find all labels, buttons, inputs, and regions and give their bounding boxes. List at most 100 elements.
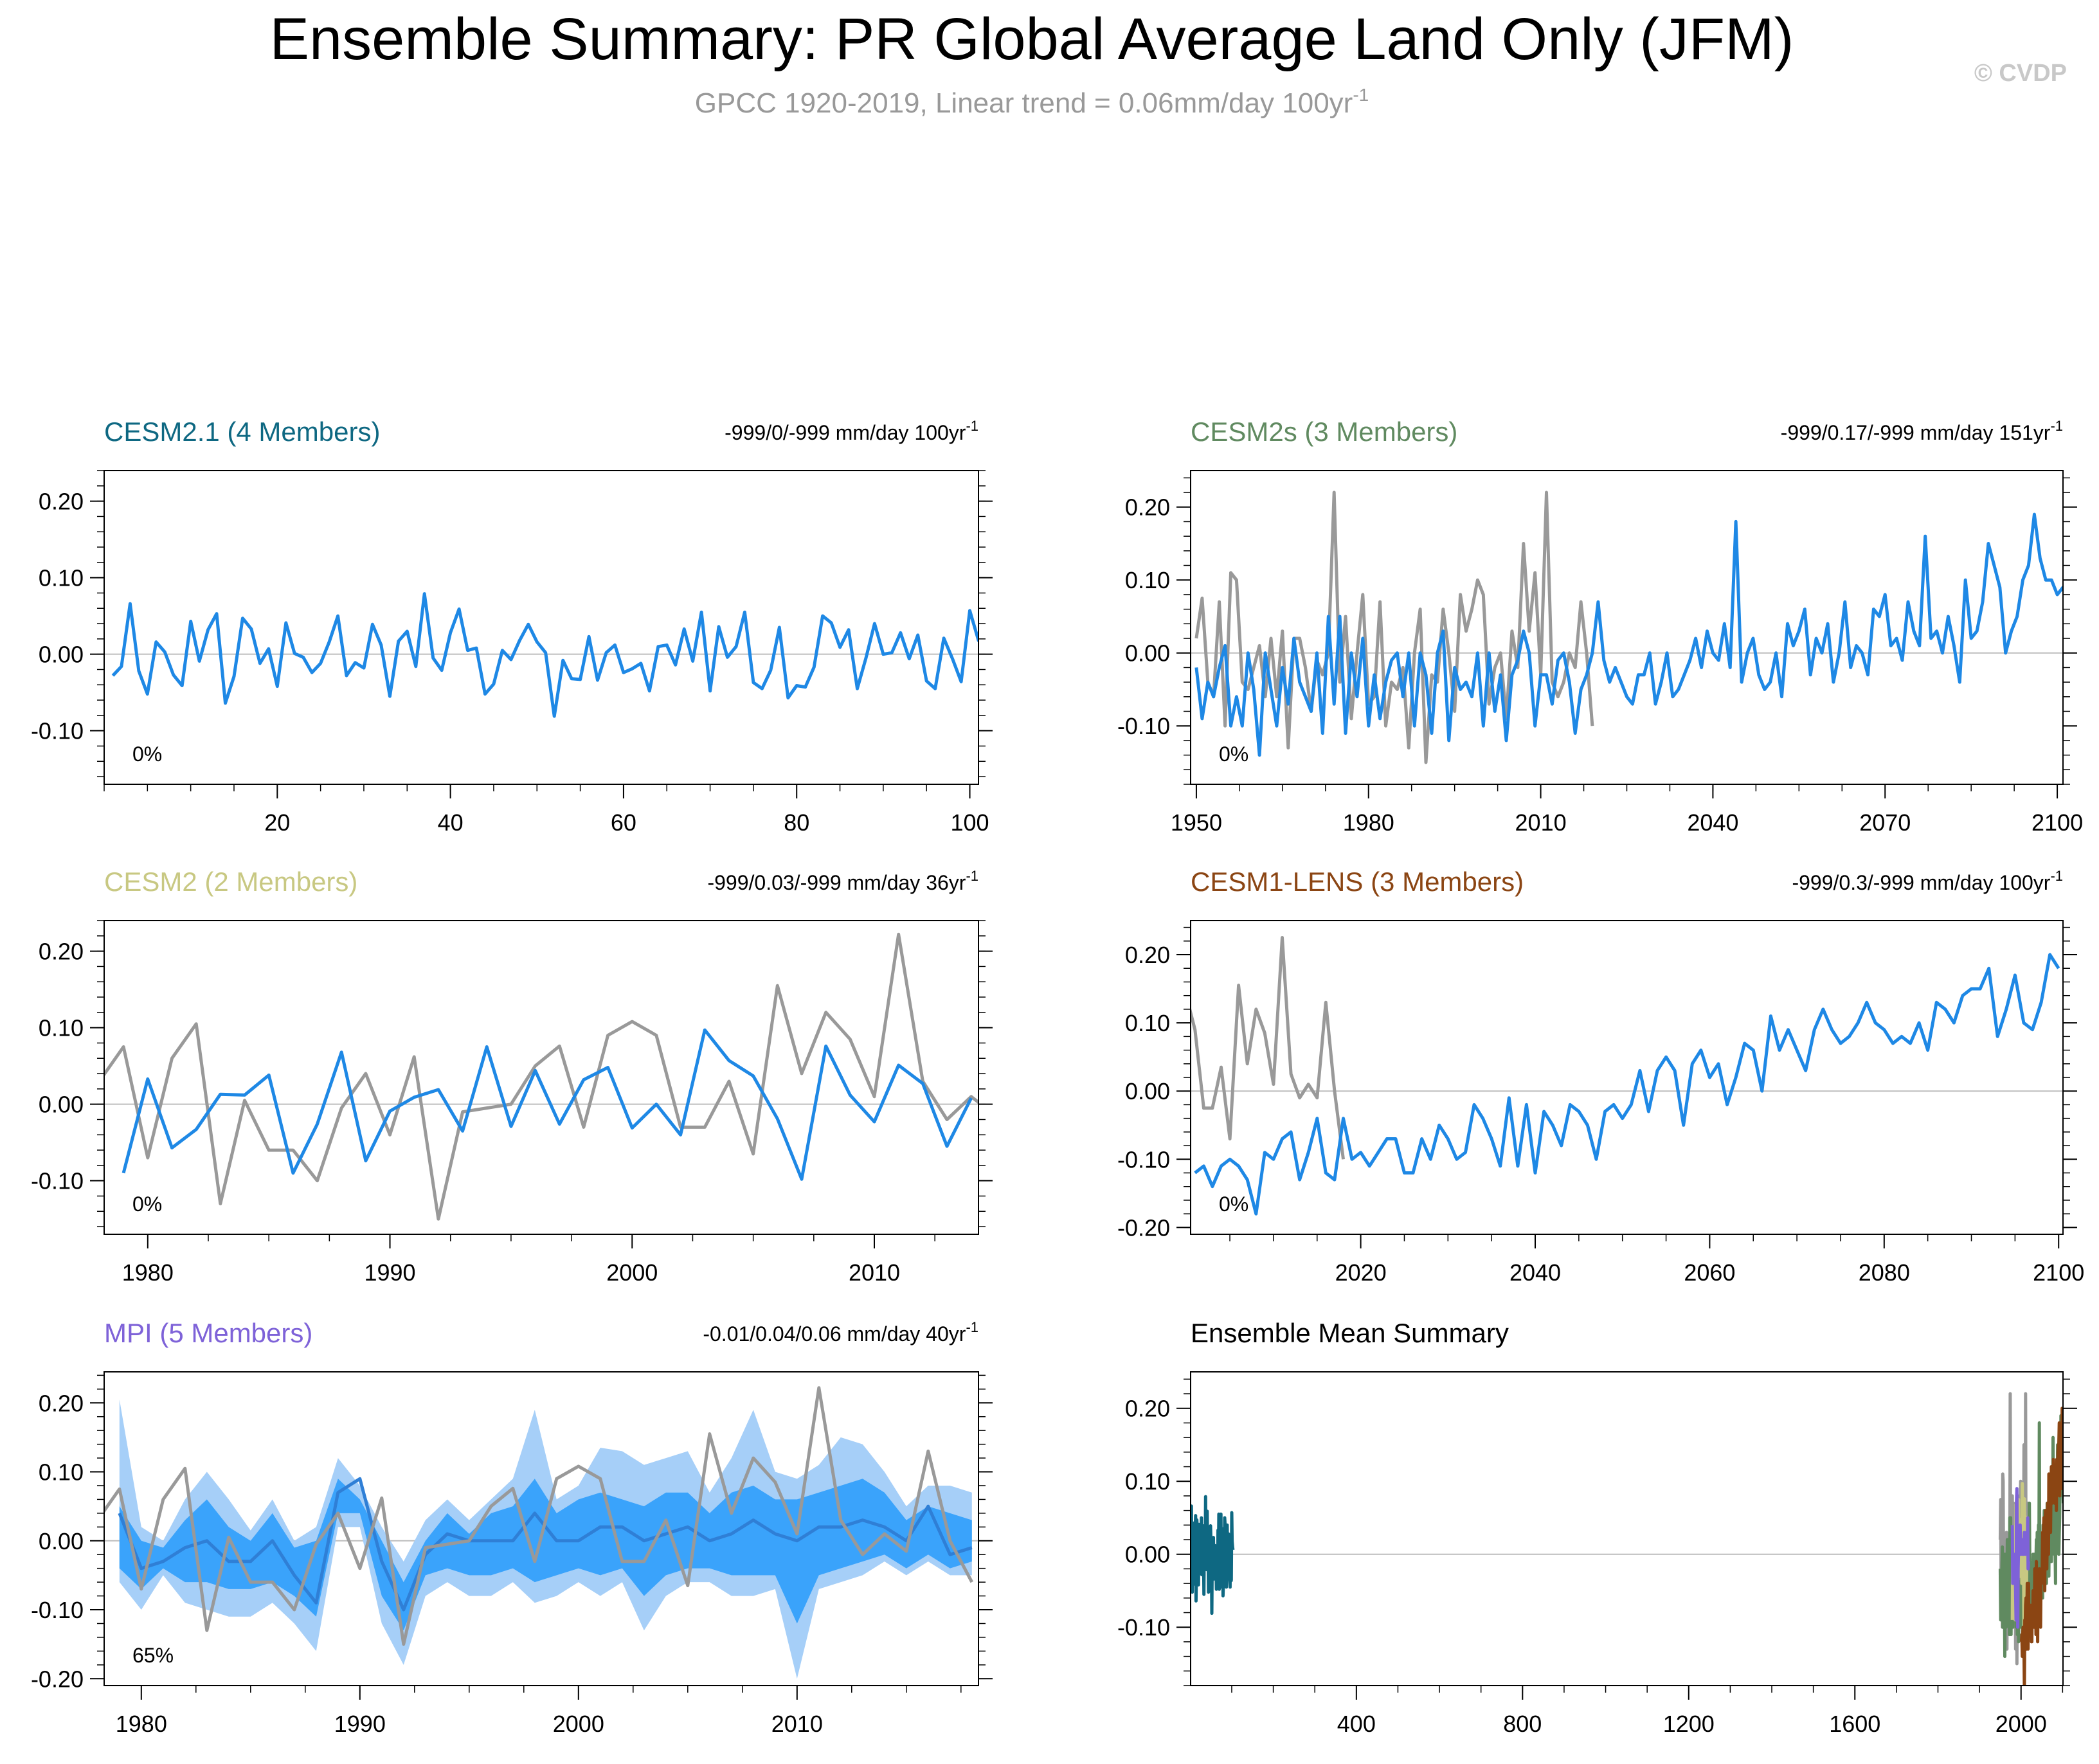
y-tick-label: 0.20 bbox=[1125, 494, 1170, 521]
y-tick-label: 0.10 bbox=[39, 1459, 84, 1486]
plot-area bbox=[1194, 491, 2063, 764]
percent-label: 0% bbox=[1219, 742, 1248, 766]
trend-text: -999/0.03/-999 mm/day 36yr bbox=[707, 871, 966, 894]
percent-label: 65% bbox=[132, 1644, 174, 1667]
panel-title: MPI (5 Members) bbox=[104, 1318, 312, 1348]
x-tick-label: 2100 bbox=[2033, 1259, 2084, 1286]
panel-title: CESM2s (3 Members) bbox=[1191, 417, 1457, 447]
y-tick-label: -0.10 bbox=[31, 718, 84, 744]
x-tick-label: 1990 bbox=[334, 1711, 386, 1737]
trend-label: -0.01/0.04/0.06 mm/day 40yr-1 bbox=[703, 1319, 978, 1346]
trend-text: -999/0.17/-999 mm/day 151yr bbox=[1781, 421, 2051, 444]
observation-line bbox=[104, 1386, 974, 1646]
x-tick-label: 2080 bbox=[1859, 1259, 1910, 1286]
y-tick-label: -0.10 bbox=[1117, 1146, 1170, 1173]
subtitle-superscript: -1 bbox=[1353, 85, 1369, 105]
page-subtitle: GPCC 1920-2019, Linear trend = 0.06mm/da… bbox=[695, 85, 1369, 119]
plot-area bbox=[104, 932, 978, 1221]
y-tick-label: 0.00 bbox=[39, 642, 84, 668]
trend-superscript: -1 bbox=[2050, 418, 2063, 434]
x-tick-label: 400 bbox=[1337, 1711, 1376, 1737]
chart-cesm2: CESM2 (2 Members) -999/0.03/-999 mm/day 3… bbox=[31, 867, 993, 1286]
panels: CESM2.1 (4 Members) -999/0/-999 mm/day 10… bbox=[31, 417, 2084, 1737]
plot-frame bbox=[1190, 1371, 2064, 1686]
y-tick-label: 0.10 bbox=[1125, 567, 1170, 593]
x-tick-label: 2010 bbox=[849, 1259, 900, 1286]
x-tick-label: 2040 bbox=[1687, 809, 1738, 836]
trend-label: -999/0/-999 mm/day 100yr-1 bbox=[725, 418, 978, 444]
observation-line bbox=[104, 932, 978, 1221]
summary-line-cesm1-lens bbox=[2019, 1407, 2063, 1686]
y-tick-label: 0.20 bbox=[39, 489, 84, 515]
x-tick-label: 2020 bbox=[1335, 1259, 1387, 1286]
chart-cesm21: CESM2.1 (4 Members) -999/0/-999 mm/day 10… bbox=[31, 417, 993, 836]
trend-superscript: -1 bbox=[966, 1319, 978, 1335]
x-tick-label: 1950 bbox=[1171, 809, 1222, 836]
chart-cesm1_lens: CESM1-LENS (3 Members) -999/0.3/-999 mm/d… bbox=[1117, 867, 2084, 1286]
x-tick-label: 1200 bbox=[1663, 1711, 1715, 1737]
y-tick-label: 0.20 bbox=[39, 1390, 84, 1416]
summary-line-mpi bbox=[2010, 1487, 2030, 1629]
y-tick-label: 0.00 bbox=[39, 1092, 84, 1118]
y-tick-label: 0.00 bbox=[1125, 1078, 1170, 1104]
x-tick-label: 2000 bbox=[553, 1711, 604, 1737]
x-tick-label: 2070 bbox=[1859, 809, 1911, 836]
percent-label: 0% bbox=[1219, 1192, 1248, 1216]
x-tick-label: 2000 bbox=[606, 1259, 658, 1286]
x-tick-label: 2000 bbox=[1995, 1711, 2047, 1737]
plot-area bbox=[104, 1386, 974, 1679]
chart-cesm2s: CESM2s (3 Members) -999/0.17/-999 mm/day … bbox=[1117, 417, 2083, 836]
x-tick-label: 2010 bbox=[1515, 809, 1567, 836]
y-tick-label: -0.10 bbox=[31, 1168, 84, 1194]
y-tick-label: 0.20 bbox=[1125, 942, 1170, 968]
x-tick-label: 20 bbox=[264, 809, 290, 836]
trend-label: -999/0.3/-999 mm/day 100yr-1 bbox=[1792, 868, 2063, 894]
ensemble-mean-line bbox=[1194, 512, 2063, 757]
percent-label: 0% bbox=[132, 742, 162, 766]
y-tick-label: -0.10 bbox=[1117, 713, 1170, 739]
trend-superscript: -1 bbox=[966, 418, 978, 434]
subtitle-text: GPCC 1920-2019, Linear trend = 0.06mm/da… bbox=[695, 87, 1353, 119]
y-tick-label: 0.00 bbox=[39, 1528, 84, 1554]
x-tick-label: 2010 bbox=[771, 1711, 823, 1737]
chart-mpi: MPI (5 Members) -0.01/0.04/0.06 mm/day 40… bbox=[31, 1318, 993, 1737]
plot-frame bbox=[1190, 920, 2064, 1235]
trend-text: -999/0/-999 mm/day 100yr bbox=[725, 421, 966, 444]
y-tick-label: -0.10 bbox=[31, 1597, 84, 1623]
x-tick-label: 2060 bbox=[1684, 1259, 1735, 1286]
panel-title: CESM2 (2 Members) bbox=[104, 867, 357, 897]
x-tick-label: 100 bbox=[950, 809, 989, 836]
trend-text: -999/0.3/-999 mm/day 100yr bbox=[1792, 871, 2050, 894]
ensemble-mean-line bbox=[1194, 953, 2060, 1216]
observation-line bbox=[1191, 936, 1345, 1160]
x-tick-label: 2040 bbox=[1509, 1259, 1561, 1286]
y-tick-label: 0.00 bbox=[1125, 640, 1170, 667]
plot-frame bbox=[104, 920, 979, 1235]
trend-text: -0.01/0.04/0.06 mm/day 40yr bbox=[703, 1322, 966, 1346]
observation-line bbox=[1194, 491, 1594, 764]
x-tick-label: 60 bbox=[611, 809, 636, 836]
y-tick-label: 0.10 bbox=[39, 1015, 84, 1041]
x-tick-label: 40 bbox=[438, 809, 464, 836]
x-tick-label: 800 bbox=[1503, 1711, 1542, 1737]
x-tick-label: 80 bbox=[784, 809, 809, 836]
ensemble-mean-line bbox=[118, 1477, 973, 1612]
plot-frame bbox=[1190, 470, 2064, 785]
trend-superscript: -1 bbox=[2050, 868, 2063, 884]
y-tick-label: 0.10 bbox=[1125, 1010, 1170, 1036]
plot-area bbox=[1191, 1392, 2063, 1686]
x-tick-label: 1980 bbox=[1343, 809, 1394, 836]
y-tick-label: 0.10 bbox=[1125, 1468, 1170, 1495]
y-tick-label: 0.20 bbox=[1125, 1396, 1170, 1422]
copyright-label: © CVDP bbox=[1974, 60, 2067, 87]
y-tick-label: -0.10 bbox=[1117, 1614, 1170, 1641]
chart-ensemble_mean_summary: Ensemble Mean Summary 0.20 0.10 0.00 -0.10 40… bbox=[1117, 1318, 2077, 1737]
panel-title: CESM1-LENS (3 Members) bbox=[1191, 867, 1524, 897]
x-tick-label: 1980 bbox=[116, 1711, 167, 1737]
plot-frame bbox=[104, 470, 979, 785]
x-tick-label: 1990 bbox=[364, 1259, 415, 1286]
panel-title: CESM2.1 (4 Members) bbox=[104, 417, 380, 447]
summary-line-cesm2-1 bbox=[1191, 1495, 1235, 1616]
trend-label: -999/0.17/-999 mm/day 151yr-1 bbox=[1781, 418, 2063, 444]
